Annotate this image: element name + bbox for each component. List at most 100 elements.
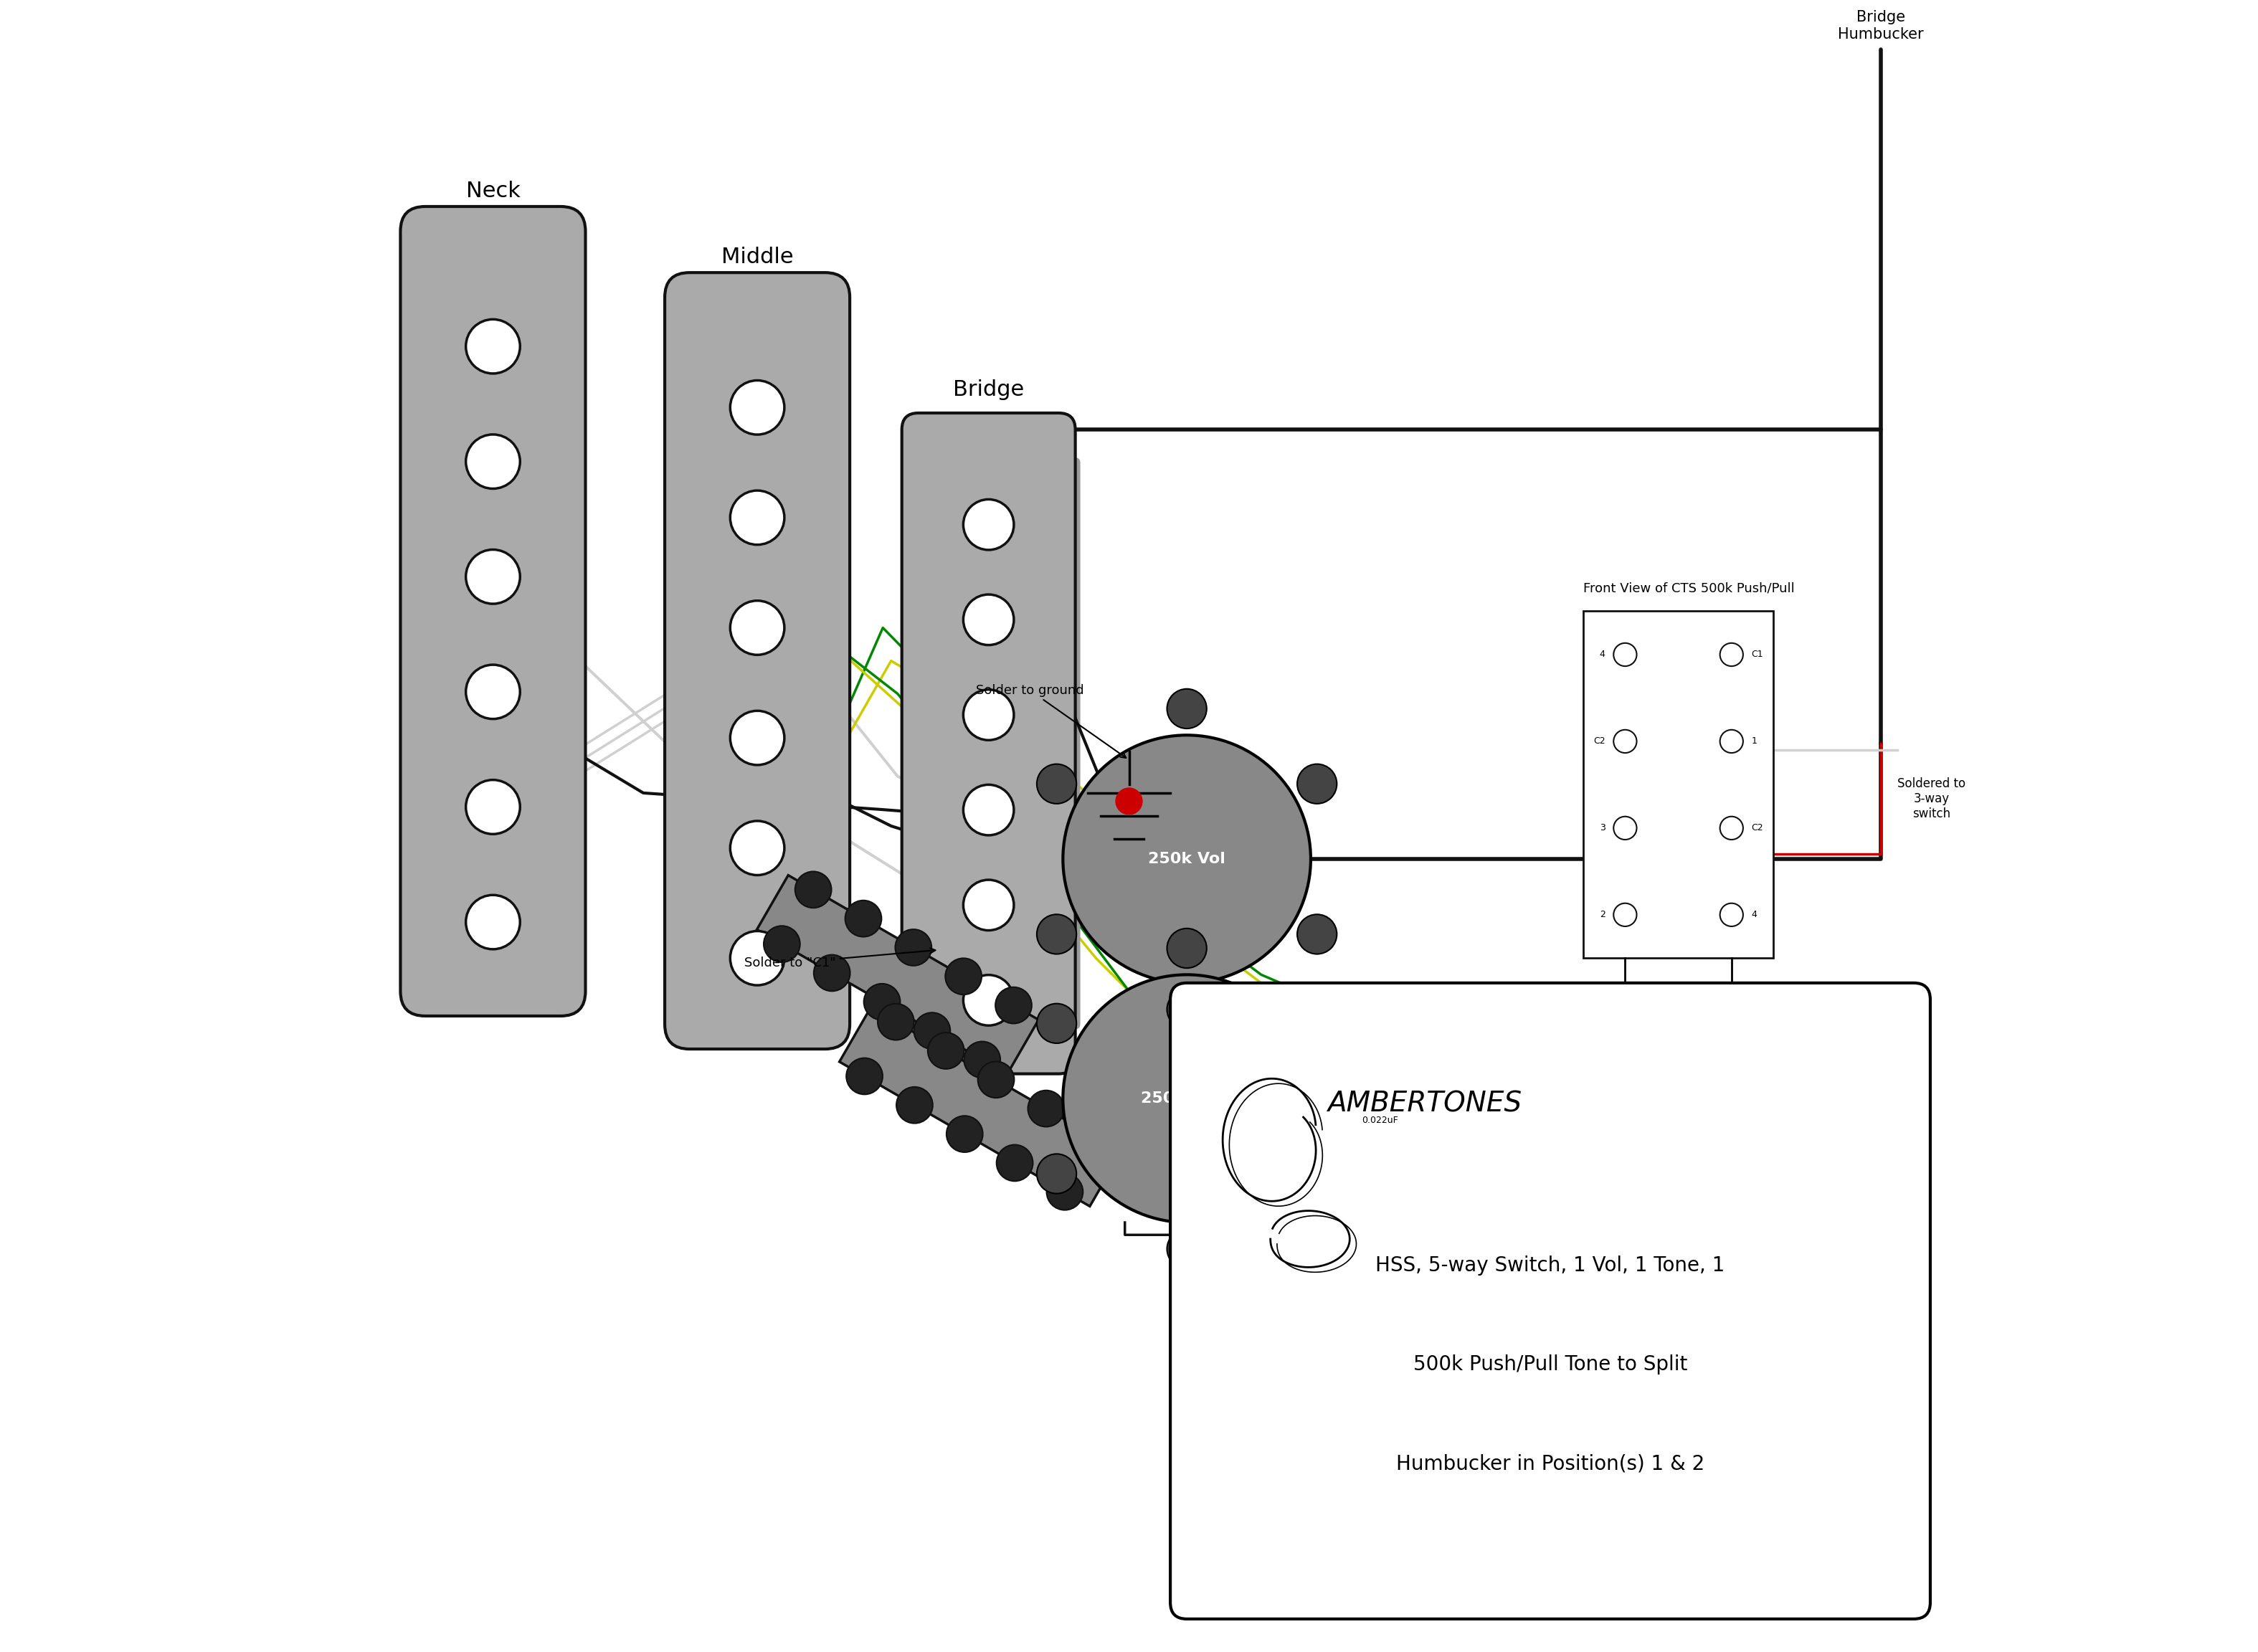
- Circle shape: [1721, 904, 1743, 927]
- Circle shape: [894, 930, 933, 966]
- Circle shape: [1721, 730, 1743, 753]
- Text: 1: 1: [1752, 737, 1757, 747]
- Circle shape: [964, 975, 1014, 1026]
- Circle shape: [946, 958, 982, 995]
- Circle shape: [996, 988, 1032, 1024]
- Circle shape: [763, 925, 799, 961]
- Circle shape: [813, 955, 849, 991]
- Circle shape: [1852, 1368, 1888, 1404]
- Text: Solder to ground: Solder to ground: [1576, 988, 1675, 1001]
- Circle shape: [1167, 689, 1206, 729]
- Text: Top View: Top View: [1551, 1231, 1628, 1247]
- Circle shape: [1763, 1280, 1815, 1330]
- Circle shape: [1253, 1165, 1533, 1446]
- Circle shape: [1048, 1173, 1084, 1209]
- Circle shape: [729, 821, 784, 876]
- Circle shape: [1852, 1206, 1888, 1242]
- Text: CTS 500k
PUSH/PULL: CTS 500k PUSH/PULL: [1359, 1294, 1427, 1317]
- Circle shape: [1721, 816, 1743, 839]
- Circle shape: [928, 1032, 964, 1069]
- Circle shape: [1167, 1229, 1206, 1269]
- Circle shape: [865, 983, 901, 1019]
- Circle shape: [878, 1004, 914, 1041]
- Circle shape: [1517, 1368, 1558, 1408]
- Text: Soldered to
3-way
switch: Soldered to 3-way switch: [1897, 778, 1964, 819]
- Circle shape: [964, 1041, 1000, 1077]
- Circle shape: [729, 932, 784, 985]
- Circle shape: [465, 780, 519, 834]
- FancyBboxPatch shape: [1346, 1099, 1414, 1142]
- Circle shape: [1721, 643, 1743, 666]
- Text: AMBERTONES: AMBERTONES: [1328, 1090, 1522, 1117]
- Circle shape: [1115, 788, 1143, 814]
- Bar: [1583, 611, 1773, 958]
- Circle shape: [1228, 1203, 1269, 1242]
- Circle shape: [1036, 1003, 1077, 1044]
- Circle shape: [1077, 1120, 1115, 1156]
- Text: 4: 4: [1599, 649, 1605, 659]
- Text: HSS, 5-way Switch, 1 Vol, 1 Tone, 1: HSS, 5-way Switch, 1 Vol, 1 Tone, 1: [1375, 1256, 1725, 1275]
- Circle shape: [1614, 904, 1637, 927]
- Text: C1: C1: [1752, 649, 1763, 659]
- Text: Humbucker in Position(s) 1 & 2: Humbucker in Position(s) 1 & 2: [1395, 1454, 1705, 1474]
- Circle shape: [465, 319, 519, 373]
- Circle shape: [1736, 1252, 1843, 1358]
- Circle shape: [1614, 816, 1637, 839]
- Text: 250k Vol: 250k Vol: [1147, 852, 1226, 866]
- Text: Bridge: Bridge: [953, 378, 1025, 400]
- Circle shape: [795, 872, 831, 909]
- Text: 2: 2: [1599, 910, 1605, 920]
- Circle shape: [465, 664, 519, 719]
- Circle shape: [1064, 735, 1310, 983]
- Circle shape: [1373, 1118, 1414, 1158]
- Circle shape: [964, 499, 1014, 550]
- Text: 0.022uF: 0.022uF: [1362, 1115, 1398, 1125]
- Circle shape: [847, 1057, 883, 1094]
- Circle shape: [964, 881, 1014, 930]
- Circle shape: [729, 710, 784, 765]
- Text: Middle: Middle: [720, 246, 793, 268]
- Circle shape: [729, 491, 784, 545]
- FancyBboxPatch shape: [1036, 458, 1079, 1029]
- Circle shape: [844, 900, 881, 937]
- Circle shape: [1691, 1368, 1727, 1404]
- Text: C2: C2: [1752, 823, 1763, 833]
- FancyBboxPatch shape: [400, 206, 585, 1016]
- Circle shape: [1167, 990, 1206, 1029]
- FancyBboxPatch shape: [542, 259, 583, 963]
- Circle shape: [465, 895, 519, 950]
- Circle shape: [729, 380, 784, 434]
- Circle shape: [1036, 1153, 1077, 1193]
- Circle shape: [1614, 643, 1637, 666]
- Text: C2: C2: [1594, 737, 1605, 747]
- Circle shape: [946, 1115, 982, 1151]
- Text: 4: 4: [1752, 910, 1757, 920]
- Circle shape: [1373, 1452, 1414, 1492]
- FancyBboxPatch shape: [901, 413, 1075, 1074]
- Circle shape: [914, 1013, 951, 1049]
- Circle shape: [1296, 1003, 1337, 1044]
- FancyBboxPatch shape: [1170, 983, 1931, 1619]
- Circle shape: [1036, 765, 1077, 805]
- Circle shape: [964, 595, 1014, 644]
- Circle shape: [996, 1145, 1032, 1181]
- Polygon shape: [840, 1008, 1122, 1206]
- Circle shape: [964, 785, 1014, 836]
- Circle shape: [729, 601, 784, 654]
- FancyBboxPatch shape: [806, 325, 847, 996]
- Text: Solder to "C1": Solder to "C1": [745, 948, 935, 970]
- Text: Bridge
Humbucker: Bridge Humbucker: [1838, 10, 1924, 41]
- Circle shape: [1036, 915, 1077, 955]
- Circle shape: [465, 550, 519, 603]
- Circle shape: [1027, 1090, 1064, 1127]
- FancyBboxPatch shape: [664, 273, 849, 1049]
- Circle shape: [1698, 1214, 1881, 1396]
- Circle shape: [896, 1087, 933, 1123]
- Text: Solder to ground: Solder to ground: [1682, 988, 1782, 1001]
- Circle shape: [1167, 928, 1206, 968]
- Circle shape: [465, 434, 519, 489]
- Text: 250k Tone: 250k Tone: [1140, 1092, 1233, 1105]
- Circle shape: [1517, 1203, 1558, 1242]
- Text: Solder to ground: Solder to ground: [975, 684, 1127, 758]
- Text: Neck: Neck: [465, 180, 519, 202]
